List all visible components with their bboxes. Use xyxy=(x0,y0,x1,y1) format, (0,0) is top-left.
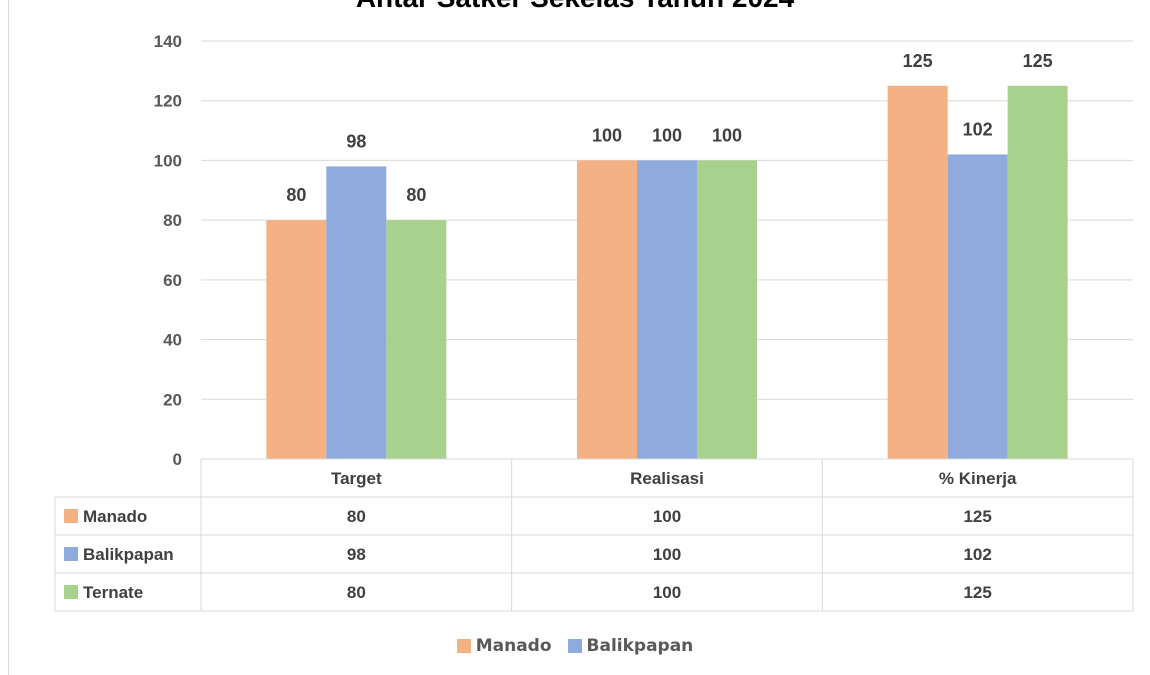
bar-ternate-target xyxy=(386,220,447,459)
legend-label-balikpapan: Balikpapan xyxy=(586,636,694,656)
data-label-balikpapan-realisasi: 100 xyxy=(652,125,682,145)
data-label-balikpapan-target: 98 xyxy=(346,131,366,151)
data-label-manado-kinerja: 125 xyxy=(903,51,933,71)
legend-swatch-manado xyxy=(456,639,471,653)
y-tick-label-100: 100 xyxy=(154,151,182,170)
table-cell-manado-realisasi: 100 xyxy=(653,507,681,526)
bar-ternate-realisasi xyxy=(697,160,757,459)
data-label-balikpapan-kinerja: 102 xyxy=(963,119,993,139)
y-tick-label-0: 0 xyxy=(173,450,182,469)
y-tick-label-140: 140 xyxy=(154,32,182,51)
legend-entry-manado: Manado xyxy=(456,636,552,656)
chart-title: Antar Satker Sekelas Tahun 2024 xyxy=(0,0,1150,14)
table-series-label-balikpapan: Balikpapan xyxy=(83,545,174,564)
category-label-realisasi: Realisasi xyxy=(630,469,704,488)
data-label-ternate-realisasi: 100 xyxy=(712,125,742,145)
bar-ternate-kinerja xyxy=(1007,85,1068,460)
bar-manado-kinerja xyxy=(887,85,948,460)
table-cell-balikpapan-kinerja: 102 xyxy=(963,545,991,564)
y-tick-label-120: 120 xyxy=(154,92,182,111)
bar-balikpapan-realisasi xyxy=(637,160,697,459)
category-label-kinerja: % Kinerja xyxy=(939,469,1017,488)
table-cell-ternate-kinerja: 125 xyxy=(963,583,991,602)
legend: Manado Balikpapan xyxy=(0,636,1150,656)
bar-balikpapan-target xyxy=(326,166,387,459)
table-cell-balikpapan-target: 98 xyxy=(347,545,366,564)
category-label-target: Target xyxy=(331,469,382,488)
table-series-label-ternate: Ternate xyxy=(83,583,143,602)
table-series-label-manado: Manado xyxy=(83,507,147,526)
table-key-manado xyxy=(64,509,78,523)
table-cell-ternate-realisasi: 100 xyxy=(653,583,681,602)
legend-swatch-balikpapan xyxy=(567,639,582,653)
y-tick-label-20: 20 xyxy=(163,390,182,409)
data-label-manado-target: 80 xyxy=(286,185,306,205)
table-cell-manado-target: 80 xyxy=(347,507,366,526)
table-cell-balikpapan-realisasi: 100 xyxy=(653,545,681,564)
table-cell-manado-kinerja: 125 xyxy=(963,507,991,526)
legend-entry-balikpapan: Balikpapan xyxy=(567,636,694,656)
data-label-manado-realisasi: 100 xyxy=(592,125,622,145)
bar-manado-target xyxy=(266,220,327,459)
y-tick-label-80: 80 xyxy=(163,211,182,230)
data-label-ternate-kinerja: 125 xyxy=(1023,51,1053,71)
data-label-ternate-target: 80 xyxy=(406,185,426,205)
bar-balikpapan-kinerja xyxy=(947,154,1008,459)
chart-area xyxy=(8,0,1150,675)
bar-manado-realisasi xyxy=(577,160,637,459)
table-key-balikpapan xyxy=(64,547,78,561)
table-cell-ternate-target: 80 xyxy=(347,583,366,602)
legend-label-manado: Manado xyxy=(475,636,552,656)
y-tick-label-40: 40 xyxy=(163,331,182,350)
y-tick-label-60: 60 xyxy=(163,271,182,290)
table-key-ternate xyxy=(64,585,78,599)
